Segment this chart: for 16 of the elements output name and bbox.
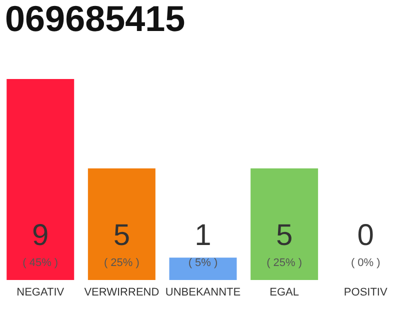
x-tick-label: UNBEKANNTE xyxy=(165,286,241,298)
annotation: 0 xyxy=(357,219,374,252)
annotation: 1 xyxy=(194,219,212,252)
data-label: ( 25% ) xyxy=(266,257,302,269)
data-label: ( 0% ) xyxy=(350,257,380,269)
x-tick-label: NEGATIV xyxy=(16,286,65,298)
annotation: 5 xyxy=(276,219,293,252)
chart-title: 069685415 xyxy=(5,0,186,39)
data-label: ( 25% ) xyxy=(104,257,140,269)
x-tick-label: EGAL xyxy=(270,286,299,298)
data-label: ( 5% ) xyxy=(188,257,218,269)
annotation: 5 xyxy=(113,219,130,252)
x-tick-label: VERWIRREND xyxy=(84,286,160,298)
x-tick-label: POSITIV xyxy=(344,286,388,298)
data-label: ( 45% ) xyxy=(22,257,58,269)
annotation: 9 xyxy=(32,219,49,252)
